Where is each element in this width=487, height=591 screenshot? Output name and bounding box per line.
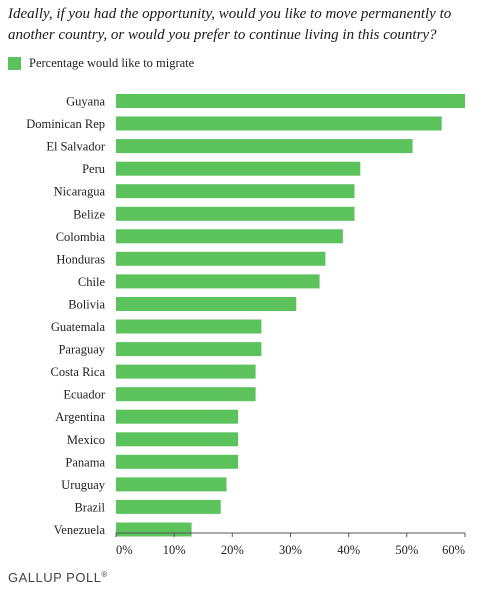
category-label-ecuador: Ecuador (63, 388, 105, 402)
bar-argentina (116, 409, 239, 424)
category-label-chile: Chile (78, 275, 106, 289)
category-label-uruguay: Uruguay (61, 478, 105, 492)
legend: Percentage would like to migrate (8, 56, 194, 70)
bar-chile (116, 274, 320, 289)
x-axis: 0% 10% 20% 30% 40% 50% 60% (115, 532, 466, 557)
bar-peru (116, 161, 361, 176)
category-label-paraguay: Paraguay (58, 343, 105, 357)
category-label-honduras: Honduras (56, 252, 105, 266)
category-label-dominican-rep: Dominican Rep (26, 117, 105, 131)
category-label-peru: Peru (82, 162, 106, 176)
bar-panama (116, 454, 239, 469)
legend-swatch (8, 56, 21, 70)
bar-belize (116, 206, 355, 221)
category-label-bolivia: Bolivia (68, 298, 105, 312)
category-label-guyana: Guyana (66, 95, 105, 109)
category-label-nicaragua: Nicaragua (54, 185, 106, 199)
category-label-mexico: Mexico (67, 433, 105, 447)
bar-honduras (116, 251, 326, 266)
bar-nicaragua (116, 184, 355, 199)
registered-mark: ® (101, 570, 108, 579)
x-tick-label-10: 10% (163, 543, 186, 557)
gallup-poll-logo: GALLUP POLL® (8, 570, 108, 585)
chart-title: Ideally, if you had the opportunity, wou… (8, 6, 452, 43)
category-label-brazil: Brazil (74, 500, 105, 514)
bar-bolivia (116, 297, 297, 311)
category-label-argentina: Argentina (55, 410, 105, 424)
bar-guyana (116, 94, 465, 108)
bar-ecuador (116, 387, 256, 402)
bar-venezuela (116, 522, 192, 537)
legend-label: Percentage would like to migrate (29, 55, 195, 70)
bar-brazil (116, 499, 221, 514)
category-label-panama: Panama (65, 455, 105, 469)
bar-dominican-rep (116, 116, 442, 131)
x-tick-label-60: 60% (442, 543, 465, 557)
x-tick-label-40: 40% (337, 543, 360, 557)
category-labels-group: Guyana Dominican Rep El Salvador Peru Nicara… (26, 95, 106, 538)
bar-el-salvador (116, 139, 413, 154)
bar-costa-rica (116, 364, 256, 379)
footer-brand: GALLUP POLL (8, 570, 102, 585)
category-label-venezuela: Venezuela (54, 523, 106, 537)
bar-chart: Guyana Dominican Rep El Salvador Peru Nicara… (26, 94, 466, 557)
bar-mexico (116, 432, 239, 447)
bar-colombia (116, 229, 343, 244)
bars-group (116, 94, 465, 537)
bar-guatemala (116, 319, 262, 334)
x-tick-label-20: 20% (221, 543, 244, 557)
bar-paraguay (116, 342, 262, 357)
category-label-colombia: Colombia (56, 230, 106, 244)
category-label-belize: Belize (73, 207, 105, 221)
x-tick-label-30: 30% (279, 543, 302, 557)
category-label-costa-rica: Costa Rica (50, 365, 105, 379)
category-label-guatemala: Guatemala (51, 320, 106, 334)
category-label-el-salvador: El Salvador (46, 140, 106, 154)
bar-uruguay (116, 477, 227, 492)
x-tick-label-0: 0% (116, 543, 133, 557)
x-tick-label-50: 50% (395, 543, 418, 557)
